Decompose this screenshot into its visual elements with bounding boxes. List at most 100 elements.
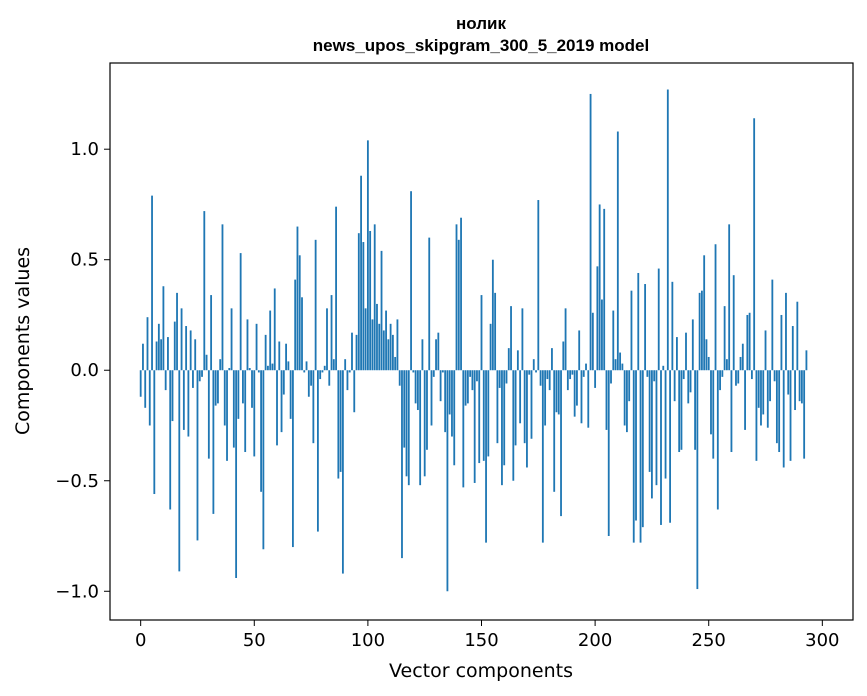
bar-232: [666, 89, 669, 371]
bar-2: [144, 370, 147, 408]
bar-250: [707, 356, 710, 371]
y-tick-label: 0.5: [70, 250, 99, 271]
bar-159: [501, 370, 503, 486]
bar-253: [714, 244, 717, 371]
bar-233: [669, 370, 671, 523]
y-axis-label: Components values: [12, 247, 34, 435]
bar-204: [603, 208, 606, 371]
bar-79: [319, 370, 322, 380]
bar-108: [385, 310, 387, 371]
bar-266: [744, 370, 746, 430]
bar-120: [412, 370, 415, 373]
bar-149: [478, 370, 481, 464]
bar-165: [514, 370, 517, 446]
bar-247: [700, 290, 703, 371]
bar-49: [251, 370, 253, 408]
bar-245: [696, 370, 699, 590]
bar-268: [748, 312, 751, 371]
bar-235: [673, 370, 676, 402]
bar-180: [548, 370, 551, 391]
bar-215: [628, 370, 631, 402]
bar-238: [680, 370, 683, 450]
bar-160: [503, 370, 506, 466]
bar-64: [285, 343, 287, 371]
bar-18: [180, 308, 183, 371]
bar-54: [262, 370, 265, 550]
bar-184: [557, 370, 560, 415]
bar-3: [146, 317, 149, 371]
bar-177: [541, 370, 544, 543]
bar-292: [803, 370, 806, 459]
bar-57: [269, 310, 272, 371]
bar-95: [355, 334, 358, 371]
bar-100: [366, 140, 369, 371]
plot-frame: [109, 62, 854, 621]
bar-19: [182, 370, 185, 430]
bar-222: [644, 284, 647, 371]
bar-97: [360, 175, 362, 371]
bar-179: [546, 370, 549, 380]
bar-47: [246, 319, 249, 371]
bar-259: [728, 224, 731, 371]
bar-153: [487, 370, 490, 457]
bar-282: [780, 314, 783, 371]
bar-78: [316, 370, 319, 532]
bar-16: [176, 292, 178, 371]
bar-51: [255, 323, 258, 371]
bar-122: [416, 370, 419, 411]
bar-170: [526, 370, 528, 468]
bar-15: [173, 321, 176, 371]
bar-0: [139, 370, 142, 397]
bar-124: [421, 339, 424, 371]
x-tick-label: 300: [805, 630, 839, 651]
bar-146: [471, 370, 474, 391]
bar-17: [178, 370, 181, 572]
bar-225: [651, 370, 653, 499]
bar-116: [403, 370, 406, 448]
bar-273: [760, 370, 762, 426]
bar-68: [294, 279, 297, 371]
bar-285: [787, 370, 790, 395]
bar-217: [632, 370, 635, 543]
bar-199: [591, 312, 594, 371]
bar-242: [689, 370, 692, 393]
bar-80: [321, 370, 324, 373]
bar-162: [507, 348, 510, 371]
bar-168: [521, 308, 524, 371]
bar-45: [242, 370, 244, 404]
bar-36: [221, 224, 224, 371]
bar-76: [312, 370, 315, 444]
bar-276: [766, 370, 769, 428]
bar-62: [280, 370, 283, 433]
bar-206: [607, 370, 610, 536]
bar-161: [505, 370, 508, 384]
bar-209: [614, 359, 617, 371]
bar-197: [587, 370, 590, 428]
bar-211: [619, 352, 622, 371]
bar-156: [494, 292, 497, 371]
bar-10: [162, 286, 165, 371]
bar-290: [798, 370, 801, 402]
bar-60: [276, 370, 278, 446]
y-axis-ticks: −1.0 −0.5 0.0 0.5 1.0: [55, 139, 110, 602]
bar-53: [260, 370, 263, 492]
bar-243: [691, 319, 694, 371]
bar-31: [210, 295, 213, 371]
bar-252: [712, 370, 715, 459]
bar-98: [362, 242, 365, 371]
bar-200: [594, 370, 597, 388]
bar-185: [560, 370, 562, 517]
bar-244: [694, 370, 696, 450]
bar-66: [289, 370, 292, 419]
x-axis-label: Vector components: [389, 660, 573, 682]
bar-281: [778, 370, 781, 453]
bar-5: [151, 195, 153, 371]
bar-65: [287, 361, 290, 371]
bar-129: [432, 370, 435, 377]
bar-119: [410, 191, 412, 371]
bar-33: [214, 370, 217, 406]
bar-11: [164, 370, 167, 391]
bar-237: [678, 370, 681, 453]
bar-286: [789, 370, 792, 461]
